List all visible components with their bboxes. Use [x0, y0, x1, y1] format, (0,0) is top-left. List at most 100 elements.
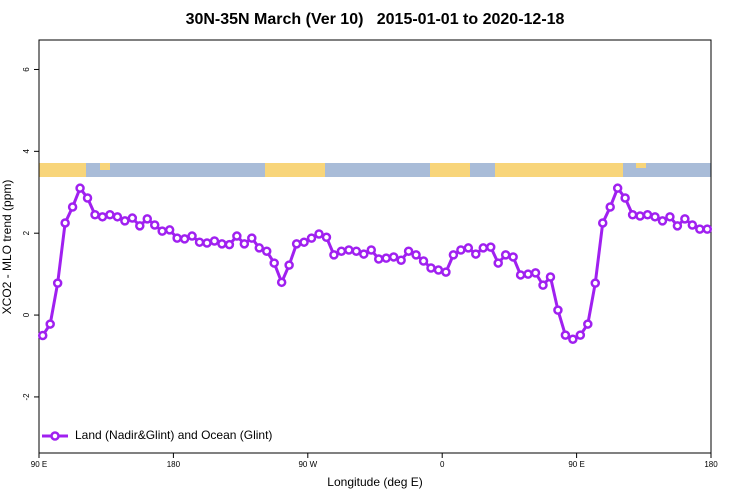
data-point [344, 245, 354, 255]
land-band [495, 163, 623, 177]
plot-frame [38, 39, 712, 454]
data-point [463, 243, 474, 253]
data-point [657, 216, 668, 226]
x-tick-label: 90 W [298, 460, 317, 469]
y-tick-label: -2 [22, 393, 31, 401]
data-point [672, 221, 683, 231]
data-point [239, 239, 250, 249]
data-point [456, 245, 466, 255]
data-point [523, 269, 533, 279]
data-point [560, 330, 571, 340]
data-point [157, 226, 167, 236]
data-point [418, 256, 429, 266]
data-point [254, 243, 265, 253]
data-point [650, 212, 660, 222]
data-point [187, 231, 197, 241]
data-point [448, 250, 459, 260]
data-point [142, 214, 153, 224]
x-tick-label: 90 E [568, 460, 584, 469]
data-point [359, 249, 369, 259]
data-point [164, 225, 175, 235]
data-point [276, 277, 287, 288]
data-point [202, 238, 212, 248]
y-tick-label: 6 [22, 67, 31, 72]
y-axis-label: XCO2 - MLO trend (ppm) [0, 180, 14, 315]
y-tick-label: 4 [22, 149, 31, 154]
data-point [149, 220, 160, 230]
data-point [373, 254, 384, 264]
data-point [127, 213, 138, 223]
data-point [642, 210, 653, 220]
data-point [590, 278, 601, 288]
data-point [299, 237, 309, 247]
data-point [515, 270, 526, 280]
data-point [597, 218, 608, 228]
land-band [100, 163, 110, 170]
data-point [702, 224, 713, 234]
data-point [224, 239, 235, 250]
data-point [97, 212, 108, 222]
data-point [553, 305, 563, 315]
data-point [635, 211, 645, 221]
data-point [329, 250, 339, 260]
data-point [112, 212, 123, 222]
y-tick-label: 0 [22, 312, 31, 317]
land-band [39, 163, 86, 177]
data-point [135, 221, 145, 231]
data-point [90, 210, 100, 220]
data-point [172, 233, 182, 243]
data-point [269, 258, 279, 268]
data-point [388, 252, 399, 262]
legend-marker [50, 431, 60, 441]
data-point [545, 272, 556, 282]
data-point [411, 250, 421, 260]
data-point [508, 252, 518, 262]
data-point [209, 236, 220, 246]
data-point [680, 214, 690, 224]
data-point [605, 202, 615, 212]
data-point [37, 330, 48, 341]
data-point [105, 210, 115, 220]
data-point [67, 202, 78, 212]
data-point [261, 246, 272, 256]
data-point [366, 245, 377, 255]
data-point [314, 229, 324, 239]
data-point [232, 231, 242, 241]
data-point [433, 265, 444, 275]
data-point [471, 249, 481, 259]
surface-mask [39, 163, 711, 177]
data-point [403, 246, 414, 256]
data-point [627, 210, 638, 220]
data-point [381, 253, 391, 263]
data-point [612, 183, 623, 193]
data-point [179, 234, 190, 244]
data-point [351, 246, 362, 256]
data-point [60, 218, 70, 228]
data-point [500, 250, 511, 260]
data-point [485, 242, 496, 252]
x-tick-label: 180 [704, 460, 718, 469]
data-point [82, 193, 93, 203]
data-point [217, 239, 227, 249]
x-axis-label: Longitude (deg E) [327, 475, 422, 489]
data-point [695, 224, 705, 234]
data-point [45, 319, 55, 329]
data-point [52, 278, 63, 288]
data-point [284, 260, 294, 270]
land-band [265, 163, 325, 177]
data-point [665, 212, 675, 222]
data-point [478, 243, 489, 253]
data-point [568, 334, 578, 344]
data-point [336, 246, 347, 256]
x-tick-label: 90 E [31, 460, 47, 469]
data-point [530, 268, 541, 278]
y-tick-label: 2 [22, 230, 31, 235]
data-point [396, 255, 406, 265]
data-point [687, 220, 698, 230]
x-tick-label: 0 [440, 460, 445, 469]
data-point [575, 330, 586, 340]
x-tick-label: 180 [167, 460, 181, 469]
data-point [321, 232, 332, 243]
data-point [426, 263, 436, 273]
data-point [306, 233, 317, 243]
